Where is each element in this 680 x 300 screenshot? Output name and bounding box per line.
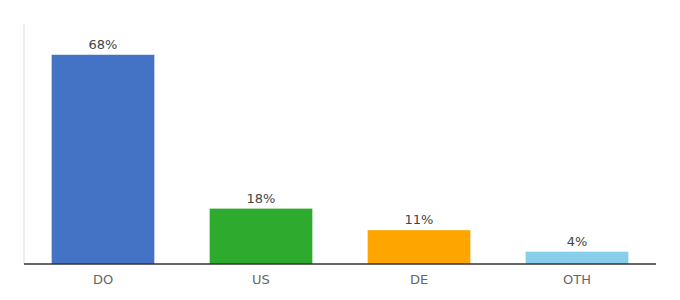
data-label: 68% xyxy=(89,37,118,52)
data-label: 18% xyxy=(247,191,276,206)
x-tick-label: DE xyxy=(410,272,428,287)
y-axis-line xyxy=(24,24,25,264)
data-label: 11% xyxy=(405,212,434,227)
data-label: 4% xyxy=(567,234,588,249)
x-tick-label: US xyxy=(252,272,270,287)
bar xyxy=(52,55,155,264)
bar xyxy=(210,209,313,264)
x-axis-line xyxy=(24,263,656,265)
bar xyxy=(526,252,629,264)
chart-svg: 68% 18% 11% 4% DO US DE OTH xyxy=(0,0,680,300)
bar xyxy=(368,230,471,264)
x-tick-label: DO xyxy=(93,272,113,287)
bars xyxy=(52,55,629,264)
x-tick-label: OTH xyxy=(563,272,591,287)
chart-container: 68% 18% 11% 4% DO US DE OTH xyxy=(0,0,680,300)
